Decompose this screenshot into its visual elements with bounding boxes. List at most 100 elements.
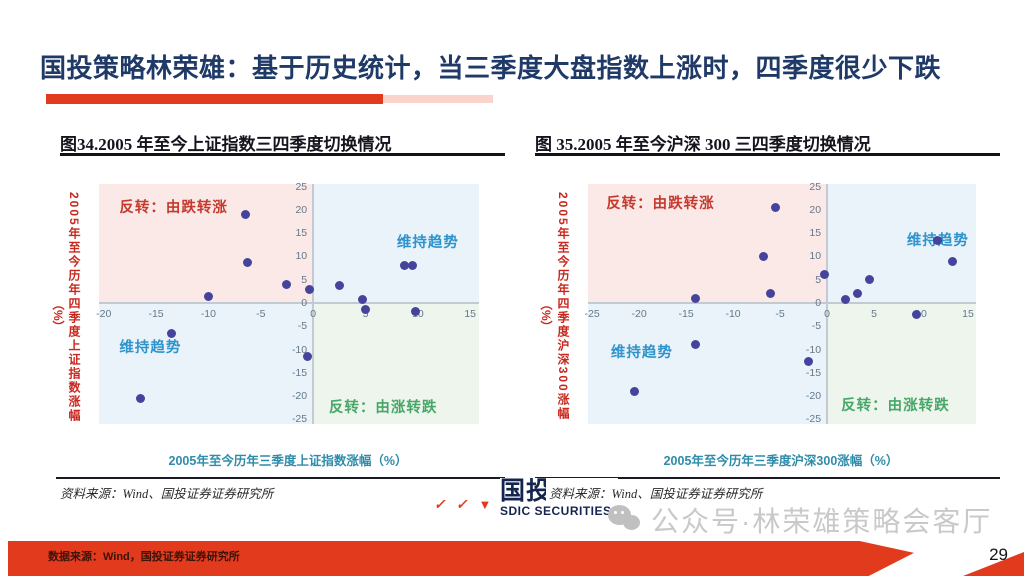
sdic-logo-en: SDIC SECURITIES — [500, 504, 612, 518]
watermark-text: 公众号·林荣雄策略会客厅 — [651, 506, 993, 537]
x-tick-label: 10 — [915, 308, 927, 320]
wechat-watermark: 公众号·林荣雄策略会客厅 — [608, 500, 992, 540]
data-point — [334, 281, 344, 291]
y-tick-label: 5 — [815, 273, 822, 286]
data-point — [770, 203, 780, 213]
quadrant-label: 维持趋势 — [119, 339, 182, 356]
data-point — [203, 291, 213, 301]
x-tick-label: -20 — [96, 308, 112, 320]
quadrant-label: 反转：由跌转涨 — [119, 200, 228, 217]
x-tick-label: 0 — [824, 308, 830, 320]
quadrant-bottom-right — [827, 303, 976, 424]
data-point — [864, 275, 874, 285]
chart-title-csi300: 图 35.2005 年至今沪深 300 三四季度切换情况 — [535, 135, 871, 154]
data-point — [852, 289, 862, 299]
data-point — [411, 306, 421, 316]
quadrant-label: 维持趋势 — [610, 344, 673, 361]
source-rule — [535, 477, 1000, 479]
red-triangle-icon: ▼ — [478, 497, 492, 512]
red-check-icon: ✓ — [455, 496, 471, 512]
data-point — [357, 295, 367, 305]
scatter-plot-sse: -20-15-10-50510152520151050-5-10-15-20-2… — [88, 176, 488, 430]
y-axis-label-sse: 2005年至今历年四季度上证指数涨幅 — [67, 192, 81, 423]
quadrant-top-left — [587, 184, 828, 303]
y-tick-label: 10 — [809, 250, 822, 263]
data-point — [803, 356, 813, 366]
data-point — [282, 279, 292, 289]
data-point — [240, 210, 250, 220]
data-point — [399, 261, 409, 271]
y-axis-unit-sse: （%） — [51, 298, 65, 333]
x-tick-label: 15 — [962, 308, 974, 320]
data-point — [242, 258, 252, 268]
source-note-sse: 资料来源：Wind、国投证券证券研究所 — [60, 487, 274, 501]
title-underline-bar — [46, 94, 383, 104]
source-note-csi300: 资料来源：Wind、国投证券证券研究所 — [549, 487, 763, 501]
data-point — [167, 328, 177, 338]
data-point — [303, 351, 313, 361]
y-tick-label: -15 — [805, 366, 822, 379]
x-tick-label: -5 — [256, 308, 266, 320]
red-check-marks: ✓ ✓ ▼ — [433, 496, 492, 513]
data-point — [932, 235, 942, 245]
sdic-logo-cn: 国投 — [500, 478, 546, 504]
x-tick-label: -15 — [148, 308, 164, 320]
y-tick-label: 20 — [809, 203, 822, 216]
data-point — [690, 340, 700, 350]
y-tick-label: -5 — [811, 320, 822, 333]
y-tick-label: 10 — [295, 250, 308, 263]
chart-title-rule — [535, 153, 1000, 156]
data-point — [819, 269, 829, 279]
y-tick-label: 15 — [295, 227, 308, 240]
data-point — [135, 393, 145, 403]
y-axis-line — [312, 184, 314, 424]
y-tick-label: -20 — [291, 390, 308, 403]
y-tick-label: -20 — [805, 390, 822, 403]
y-axis-label-csi300: 2005年至今历年四季度沪深300涨幅 — [556, 192, 570, 421]
data-point — [841, 294, 851, 304]
quadrant-label: 反转：由涨转跌 — [841, 398, 950, 415]
wechat-icon — [608, 504, 644, 536]
quadrant-label: 反转：由跌转涨 — [606, 195, 715, 212]
sdic-securities-logo: 国投 SDIC SECURITIES — [500, 478, 618, 523]
y-tick-label: -10 — [291, 343, 308, 356]
y-tick-label: 5 — [301, 273, 308, 286]
data-point — [360, 305, 370, 315]
quadrant-label: 维持趋势 — [396, 235, 459, 252]
data-point — [947, 256, 957, 266]
y-tick-label: 0 — [815, 297, 822, 309]
x-axis-label-csi300: 2005年至今历年三季度沪深300涨幅（%） — [663, 454, 899, 468]
x-tick-label: -25 — [584, 308, 600, 320]
x-tick-label: -10 — [725, 308, 741, 320]
y-tick-label: 0 — [301, 297, 308, 309]
quadrant-bottom-right — [313, 303, 479, 424]
red-check-icon: ✓ — [433, 496, 449, 512]
page-title: 国投策略林荣雄：基于历史统计，当三季度大盘指数上涨时，四季度很少下跌 — [40, 53, 942, 83]
y-axis-line — [826, 184, 828, 424]
quadrant-top-right — [827, 184, 976, 303]
source-rule — [56, 477, 505, 479]
data-point — [690, 293, 700, 303]
x-tick-label: -15 — [678, 308, 694, 320]
data-point — [766, 289, 776, 299]
title-underline-faded — [383, 95, 493, 103]
y-tick-label: 20 — [295, 203, 308, 216]
data-point — [758, 251, 768, 261]
y-tick-label: -10 — [805, 343, 822, 356]
y-tick-label: 25 — [809, 180, 822, 193]
footer-data-source: 数据来源：Wind，国投证券证券研究所 — [48, 551, 240, 563]
x-tick-label: 5 — [871, 308, 877, 320]
x-axis-line — [98, 302, 479, 304]
x-tick-label: 0 — [310, 308, 317, 320]
footer-red-band — [8, 541, 914, 576]
x-tick-label: -5 — [775, 308, 785, 320]
chart-title-sse: 图34.2005 年至今上证指数三四季度切换情况 — [60, 135, 392, 154]
y-tick-label: 15 — [809, 227, 822, 240]
quadrant-bottom-left — [98, 303, 314, 424]
quadrant-bottom-left — [587, 303, 828, 424]
scatter-plot-csi300: -25 -20 -15 -10 -5 0 5 10 15 25 20 15 10 5 0 -5 -10 -15 -2… — [578, 176, 984, 430]
y-tick-label: -5 — [297, 320, 308, 333]
quadrant-label: 反转：由涨转跌 — [328, 400, 438, 417]
y-tick-label: -25 — [805, 413, 822, 426]
